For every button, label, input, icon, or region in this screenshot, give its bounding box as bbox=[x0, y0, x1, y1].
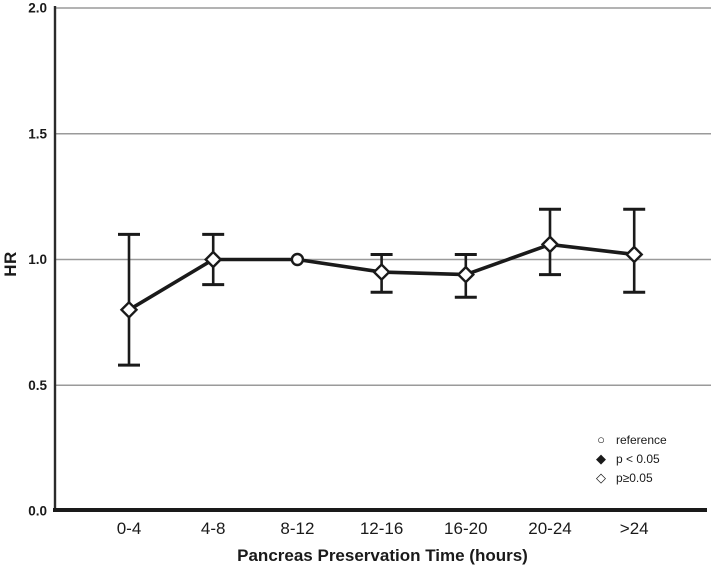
legend-label: reference bbox=[616, 432, 667, 447]
y-tick-label: 0.5 bbox=[28, 378, 47, 393]
data-point-diamond bbox=[456, 265, 475, 284]
y-tick-label: 0.0 bbox=[28, 504, 47, 519]
legend-item-p-significant: ◆ p < 0.05 bbox=[589, 449, 667, 468]
x-tick-label: 0-4 bbox=[117, 519, 142, 538]
diamond-open-icon: ◇ bbox=[596, 470, 606, 485]
y-tick-label: 2.0 bbox=[28, 1, 47, 16]
data-point-diamond bbox=[625, 245, 644, 264]
legend-item-reference: ○ reference bbox=[589, 430, 667, 449]
x-tick-label: 4-8 bbox=[201, 519, 226, 538]
data-point-diamond bbox=[119, 300, 139, 319]
legend-label: p < 0.05 bbox=[616, 451, 660, 466]
data-point-diamond bbox=[204, 250, 223, 269]
x-axis-title: Pancreas Preservation Time (hours) bbox=[237, 546, 528, 565]
data-point-diamond bbox=[540, 235, 560, 254]
legend-item-p-not-significant: ◇ p≥0.05 bbox=[589, 468, 667, 487]
x-tick-label: 20-24 bbox=[528, 519, 571, 538]
legend-label: p≥0.05 bbox=[616, 470, 653, 485]
data-point-diamond bbox=[372, 262, 391, 282]
diamond-filled-icon: ◆ bbox=[596, 451, 606, 466]
y-tick-label: 1.0 bbox=[28, 252, 47, 267]
x-tick-label: 16-20 bbox=[444, 519, 487, 538]
x-tick-label: 12-16 bbox=[360, 519, 403, 538]
data-point-reference-circle bbox=[290, 252, 305, 267]
legend: ○ reference ◆ p < 0.05 ◇ p≥0.05 bbox=[589, 430, 667, 487]
y-tick-label: 1.5 bbox=[28, 126, 47, 141]
x-tick-label: >24 bbox=[620, 519, 649, 538]
x-tick-label: 8-12 bbox=[280, 519, 314, 538]
y-axis-title: HR bbox=[1, 251, 20, 277]
circle-open-icon: ○ bbox=[597, 432, 605, 447]
